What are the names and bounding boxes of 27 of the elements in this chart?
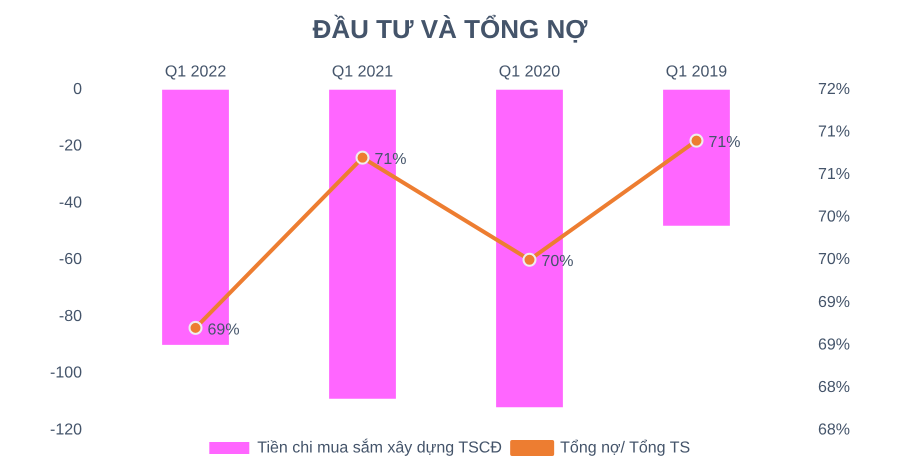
y-tick-label: -40 [58, 194, 82, 212]
point [522, 252, 536, 267]
x-tick-label: Q1 2019 [666, 63, 728, 80]
y2-tick-label: 70% [818, 208, 850, 226]
legend-label: Tiền chi mua sắm xây dựng TSCĐ [257, 438, 502, 456]
y2-tick-label: 70% [818, 251, 850, 268]
y2-tick-label: 68% [818, 421, 850, 438]
y-tick-label: -80 [58, 308, 82, 325]
y2-tick-label: 68% [818, 378, 850, 396]
x-tick-label: Q1 2020 [498, 63, 560, 80]
x-tick-label: Q1 2022 [164, 63, 226, 80]
y-tick-label: -120 [50, 421, 82, 438]
x-tick-label: Q1 2021 [332, 63, 394, 80]
y2-tick-label: 69% [818, 294, 850, 311]
y-tick-label: 0 [73, 81, 82, 98]
point [356, 150, 370, 165]
y2-tick-label: 72% [818, 81, 850, 98]
y-tick-label: -60 [58, 251, 82, 268]
point [188, 320, 203, 335]
legend-label: Tổng nợ/ Tổng TS [560, 439, 690, 456]
y-tick-label: -20 [58, 138, 82, 155]
y2-tick-label: 71% [818, 124, 850, 141]
y2-tick-label: 69% [818, 336, 850, 354]
y2-tick-label: 71% [818, 166, 850, 184]
y-tick-label: -100 [50, 364, 82, 382]
point [689, 134, 704, 148]
chart-title: ĐẦU TƯ VÀ TỔNG NỢ [312, 14, 588, 46]
